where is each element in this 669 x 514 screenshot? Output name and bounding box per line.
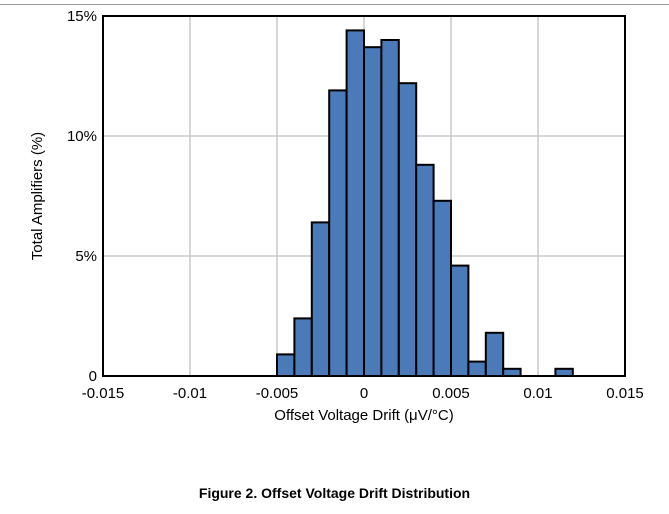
histogram-bar — [432, 199, 453, 377]
x-tick-label: -0.005 — [256, 385, 299, 402]
histogram-bar — [467, 360, 487, 378]
histogram-bar — [415, 163, 435, 377]
histogram-bars — [276, 29, 574, 378]
x-tick-label: -0.015 — [82, 385, 125, 402]
histogram-bar — [484, 331, 505, 377]
histogram-bar — [345, 29, 366, 378]
y-tick-label: 5% — [75, 248, 97, 265]
histogram-bar — [310, 221, 331, 377]
histogram-bar — [276, 353, 296, 377]
top-rule — [0, 4, 669, 5]
x-tick-label: 0 — [360, 385, 368, 402]
y-tick-label: 0 — [89, 368, 97, 385]
figure-caption: Figure 2. Offset Voltage Drift Distribut… — [198, 485, 471, 501]
y-axis-label: Total Amplifiers (%) — [29, 132, 46, 260]
histogram-bar — [363, 46, 383, 377]
histogram-bar — [328, 89, 348, 378]
histogram-bar — [554, 367, 574, 377]
y-tick-label: 15% — [67, 8, 97, 25]
histogram-chart: -0.015 -0.01 -0.005 0 0.005 0.01 0.015 0 5% 10% 1… — [29, 8, 644, 424]
x-tick-label: -0.01 — [173, 385, 207, 402]
x-axis-label: Offset Voltage Drift (μV/°C) — [274, 407, 453, 424]
y-tick-label: 10% — [67, 128, 97, 145]
histogram-bar — [293, 317, 313, 377]
x-tick-label: 0.005 — [432, 385, 470, 402]
histogram-bar — [380, 39, 400, 377]
histogram-bar — [502, 367, 522, 377]
histogram-bar — [450, 264, 470, 378]
x-tick-label: 0.015 — [606, 385, 644, 402]
y-tick-labels: 0 5% 10% 15% — [67, 8, 97, 385]
x-tick-labels: -0.015 -0.01 -0.005 0 0.005 0.01 0.015 — [82, 385, 644, 402]
x-tick-label: 0.01 — [523, 385, 552, 402]
plot-frame — [102, 15, 626, 377]
histogram-bar — [397, 82, 418, 377]
